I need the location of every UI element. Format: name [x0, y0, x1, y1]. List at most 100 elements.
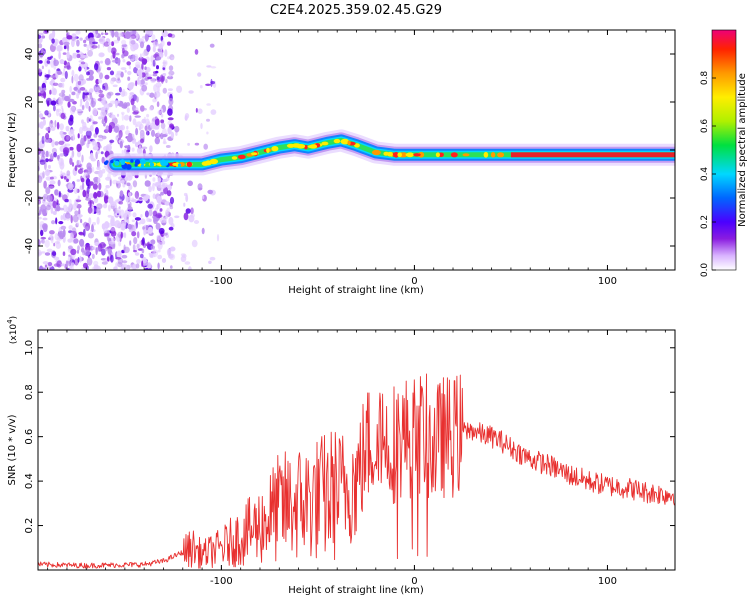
noise-speckle	[139, 41, 145, 49]
noise-speckle	[108, 121, 116, 129]
noise-speckle	[96, 166, 101, 171]
noise-speckle	[91, 206, 95, 215]
noise-speckle	[59, 123, 64, 131]
noise-speckle	[150, 245, 155, 250]
ridge-hot-spot	[397, 152, 403, 158]
noise-speckle	[98, 182, 102, 191]
noise-speckle	[41, 65, 45, 70]
noise-speckle	[109, 70, 115, 76]
noise-speckle	[78, 231, 84, 235]
noise-speckle	[121, 113, 124, 121]
noise-speckle	[92, 246, 96, 250]
noise-speckle	[121, 263, 128, 269]
noise-speckle	[91, 223, 94, 233]
snr-y-multiplier: (x104)	[6, 316, 19, 344]
noise-speckle	[128, 192, 132, 197]
noise-speckle	[137, 71, 141, 76]
noise-speckle	[100, 60, 103, 64]
noise-speckle	[54, 120, 57, 128]
noise-speckle	[210, 66, 217, 69]
noise-speckle	[148, 185, 153, 193]
noise-speckle	[162, 73, 167, 77]
noise-speckle	[87, 206, 93, 214]
noise-speckle	[205, 83, 211, 87]
noise-speckle	[167, 33, 173, 38]
noise-speckle	[97, 44, 100, 49]
noise-speckle	[108, 41, 112, 46]
noise-speckle	[159, 208, 163, 212]
noise-speckle	[155, 70, 159, 74]
noise-speckle	[61, 82, 65, 89]
noise-speckle	[50, 59, 54, 68]
noise-speckle	[143, 229, 146, 236]
noise-speckle	[101, 156, 105, 164]
noise-speckle	[131, 219, 135, 223]
noise-speckle	[78, 66, 82, 72]
noise-speckle	[118, 241, 121, 247]
x-tick-label: -100	[210, 276, 233, 287]
ridge-hot-spot	[347, 140, 351, 146]
noise-speckle	[138, 197, 143, 200]
noise-speckle	[106, 67, 111, 71]
noise-speckle	[127, 206, 133, 211]
noise-speckle	[57, 154, 60, 161]
noise-speckle	[174, 125, 180, 133]
noise-speckle	[55, 205, 60, 210]
noise-speckle	[158, 227, 165, 235]
noise-speckle	[71, 227, 77, 236]
noise-speckle	[57, 45, 64, 52]
noise-speckle	[66, 61, 71, 70]
noise-speckle	[45, 97, 53, 106]
noise-speckle	[98, 93, 105, 98]
noise-speckle	[67, 101, 71, 108]
ridge-strong-segment	[510, 152, 675, 158]
noise-speckle	[108, 240, 116, 245]
noise-speckle	[111, 30, 115, 38]
noise-speckle	[41, 239, 45, 244]
ridge-dot	[120, 159, 125, 163]
noise-speckle	[160, 122, 166, 130]
noise-speckle	[45, 204, 51, 211]
colorbar-label: Normalized spectral amplitude	[737, 73, 748, 227]
noise-speckle	[68, 199, 72, 205]
noise-speckle	[107, 248, 113, 255]
noise-speckle	[76, 49, 80, 53]
noise-speckle	[80, 98, 83, 106]
noise-speckle	[148, 209, 153, 217]
noise-speckle	[141, 146, 148, 150]
noise-speckle	[46, 248, 53, 253]
noise-speckle	[110, 254, 114, 263]
noise-speckle	[104, 58, 111, 66]
noise-speckle	[112, 84, 118, 88]
noise-speckle	[157, 182, 162, 188]
y-tick-label: 1.0	[24, 340, 35, 356]
noise-speckle	[85, 100, 90, 109]
noise-speckle	[85, 130, 92, 138]
noise-speckle	[156, 101, 160, 108]
noise-speckle	[157, 110, 162, 115]
noise-speckle	[94, 86, 100, 95]
y-tick-label: -40	[24, 238, 35, 254]
noise-speckle	[110, 78, 115, 85]
noise-speckle	[171, 56, 175, 61]
noise-speckle	[88, 217, 92, 226]
noise-speckle	[143, 116, 146, 122]
noise-speckle	[157, 241, 163, 250]
noise-speckle	[144, 125, 148, 131]
noise-speckle	[72, 134, 75, 141]
noise-speckle	[153, 216, 156, 223]
noise-speckle	[168, 216, 174, 226]
noise-speckle	[111, 237, 115, 242]
noise-speckle	[156, 234, 162, 240]
noise-speckle	[152, 177, 156, 182]
noise-speckle	[44, 169, 51, 177]
noise-speckle	[121, 88, 126, 97]
noise-speckle	[65, 125, 70, 132]
ridge-dot	[114, 160, 120, 166]
noise-speckle	[141, 63, 144, 70]
noise-speckle	[39, 53, 43, 59]
noise-speckle	[206, 131, 209, 135]
noise-speckle	[122, 59, 126, 63]
ridge-hot-spot	[204, 160, 212, 166]
noise-speckle	[86, 116, 90, 124]
